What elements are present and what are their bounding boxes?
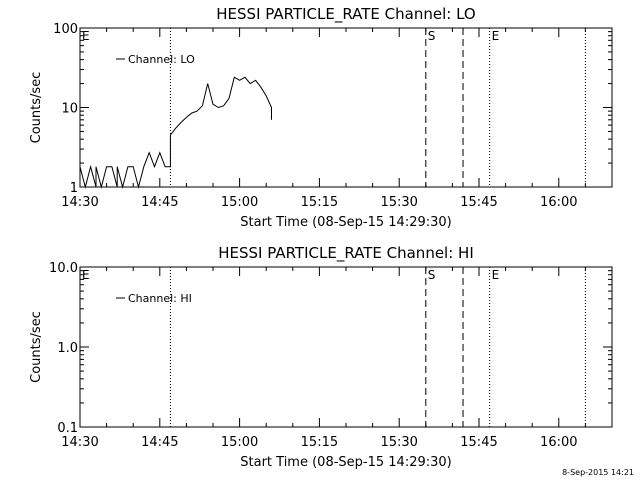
- x-tick-label: 16:00: [540, 435, 577, 450]
- event-marker-label: S: [428, 29, 436, 43]
- x-tick-label: 14:30: [61, 195, 98, 210]
- event-marker-label: S: [428, 268, 436, 282]
- event-marker-label: E: [492, 268, 500, 282]
- x-tick-label: 15:15: [301, 435, 338, 450]
- y-tick-label: 1: [70, 181, 78, 196]
- series-line: [79, 76, 272, 189]
- event-marker-label: E: [82, 268, 90, 282]
- legend-label: Channel: HI: [128, 292, 192, 305]
- x-tick-label: 15:15: [301, 195, 338, 210]
- x-tick-label: 14:30: [61, 435, 98, 450]
- x-tick-label: 16:00: [540, 195, 577, 210]
- x-tick-label: 15:45: [460, 195, 497, 210]
- legend-label: Channel: LO: [128, 53, 195, 66]
- event-marker-label: E: [492, 29, 500, 43]
- y-axis-label: Counts/sec: [29, 311, 44, 383]
- chart-title: HESSI PARTICLE_RATE Channel: HI: [218, 244, 474, 263]
- y-tick-label: 100: [53, 22, 78, 37]
- x-tick-label: 15:30: [380, 195, 417, 210]
- x-axis-label: Start Time (08-Sep-15 14:29:30): [240, 455, 451, 470]
- x-tick-label: 14:45: [141, 435, 178, 450]
- x-tick-label: 15:45: [460, 435, 497, 450]
- x-tick-label: 14:45: [141, 195, 178, 210]
- x-tick-label: 15:00: [221, 195, 258, 210]
- plot-frame: [79, 266, 613, 428]
- y-tick-label: 1.0: [57, 341, 78, 356]
- x-axis-label: Start Time (08-Sep-15 14:29:30): [240, 215, 451, 230]
- x-tick-label: 15:30: [380, 435, 417, 450]
- chart-title: HESSI PARTICLE_RATE Channel: LO: [216, 5, 475, 24]
- panel-hi: HESSI PARTICLE_RATE Channel: HI Start Ti…: [29, 244, 613, 470]
- x-tick-label: 15:00: [221, 435, 258, 450]
- y-axis-label: Counts/sec: [29, 72, 44, 144]
- panel-lo: HESSI PARTICLE_RATE Channel: LO Start Ti…: [29, 5, 613, 230]
- event-marker-label: E: [82, 29, 90, 43]
- timestamp-label: 8-Sep-2015 14:21: [562, 468, 634, 477]
- y-tick-label: 10: [61, 102, 78, 117]
- y-tick-label: 0.1: [57, 421, 78, 436]
- plot-frame: [79, 27, 613, 188]
- y-tick-label: 10.0: [49, 261, 78, 276]
